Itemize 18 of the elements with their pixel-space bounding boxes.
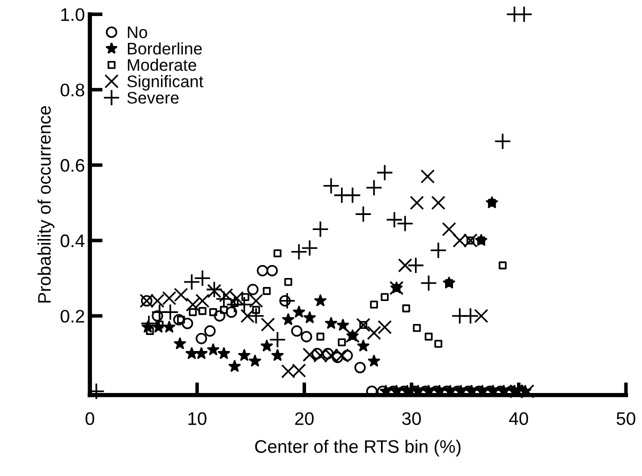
y-tick-label: 1.0 xyxy=(61,8,84,21)
y-tick-label: 0.6 xyxy=(60,159,84,172)
x-tick-label: 50 xyxy=(616,412,636,426)
y-tick-label: 0.2 xyxy=(60,310,84,323)
x-tick-label: 10 xyxy=(188,412,206,426)
x-axis-title: Center of the RTS bin (%) xyxy=(255,440,460,457)
legend-label: Borderline xyxy=(128,42,202,55)
legend-label: Severe xyxy=(127,92,179,104)
x-tick-label: 20 xyxy=(295,412,314,426)
x-tick-label: 40 xyxy=(509,412,528,426)
legend-label: No xyxy=(128,26,148,38)
legend-label: Significant xyxy=(127,75,204,91)
y-axis-title: Probability of occurrence xyxy=(38,106,54,303)
x-tick-label: 0 xyxy=(86,412,94,426)
y-tick-label: 0.4 xyxy=(60,234,84,248)
x-tick-label: 30 xyxy=(402,412,421,426)
legend-label: Moderate xyxy=(128,58,196,71)
y-tick-label: 0.8 xyxy=(60,84,84,96)
